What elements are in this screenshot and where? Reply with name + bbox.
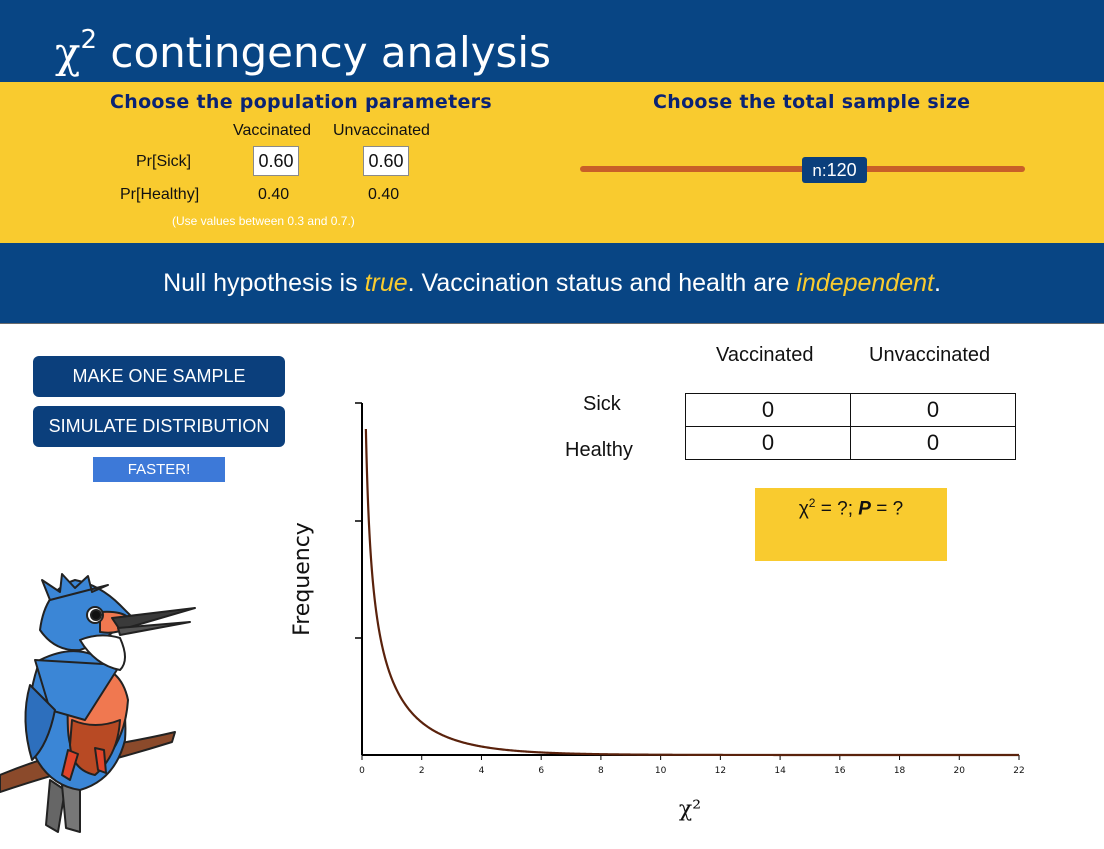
chart-plot-area: 0 2 4 6 8 10 12 14 16 18 20 22 Frequency χ² bbox=[290, 402, 1025, 822]
x-tick-label: 16 bbox=[834, 766, 846, 776]
param-col-vaccinated: Vaccinated bbox=[233, 122, 311, 139]
sick-vaccinated-input[interactable]: 0.60 bbox=[253, 146, 299, 176]
sample-size-slider-handle[interactable]: n:120 bbox=[802, 157, 867, 183]
table-col-vaccinated: Vaccinated bbox=[716, 344, 814, 366]
make-one-sample-button[interactable]: MAKE ONE SAMPLE bbox=[33, 356, 285, 397]
kingfisher-icon bbox=[0, 573, 196, 833]
hypothesis-banner: Null hypothesis is true. Vaccination sta… bbox=[0, 243, 1104, 324]
x-tick-label: 20 bbox=[954, 766, 966, 776]
parameters-panel: Choose the population parameters Vaccina… bbox=[0, 82, 1104, 243]
y-axis-label: Frequency bbox=[290, 522, 315, 636]
chi-square-chart: 0 2 4 6 8 10 12 14 16 18 20 22 Frequency χ² bbox=[290, 402, 1025, 822]
x-tick-label: 18 bbox=[894, 766, 906, 776]
healthy-vaccinated-value: 0.40 bbox=[258, 186, 290, 203]
x-tick-label: 8 bbox=[598, 766, 604, 776]
cell-healthy-vaccinated: 0 bbox=[685, 426, 851, 460]
cell-sick-unvaccinated: 0 bbox=[850, 393, 1016, 427]
sample-size-title: Choose the total sample size bbox=[653, 91, 971, 113]
x-tick-label: 10 bbox=[655, 766, 667, 776]
population-parameters-title: Choose the population parameters bbox=[110, 91, 492, 113]
parameter-hint: (Use values between 0.3 and 0.7.) bbox=[172, 214, 355, 228]
x-tick-label: 6 bbox=[538, 766, 544, 776]
contingency-table: 0 0 0 0 bbox=[685, 393, 1016, 460]
chi-square-density-curve bbox=[364, 428, 1019, 757]
table-row-healthy: Healthy bbox=[565, 439, 633, 461]
x-tick-label: 12 bbox=[715, 766, 726, 776]
chi-square-result-text: χ2 = ?; P = ? bbox=[798, 496, 904, 520]
app-header: χ2 contingency analysis bbox=[0, 0, 1104, 82]
faster-button[interactable]: FASTER! bbox=[93, 457, 225, 482]
x-tick-label: 22 bbox=[1013, 766, 1024, 776]
x-tick-label: 14 bbox=[774, 766, 786, 776]
x-tick-label: 4 bbox=[479, 766, 485, 776]
sick-unvaccinated-input[interactable]: 0.60 bbox=[363, 146, 409, 176]
simulate-distribution-button[interactable]: SIMULATE DISTRIBUTION bbox=[33, 406, 285, 447]
cell-healthy-unvaccinated: 0 bbox=[850, 426, 1016, 460]
healthy-unvaccinated-value: 0.40 bbox=[368, 186, 400, 203]
x-axis-label: χ² bbox=[679, 797, 701, 822]
param-row-healthy: Pr[Healthy] bbox=[120, 186, 200, 203]
chi-square-result: χ2 = ?; P = ? bbox=[755, 488, 947, 561]
param-col-unvaccinated: Unvaccinated bbox=[333, 122, 430, 139]
x-tick-label: 2 bbox=[419, 766, 425, 776]
x-tick-label: 0 bbox=[359, 766, 365, 776]
app-title: χ2 contingency analysis bbox=[55, 25, 551, 77]
table-row-sick: Sick bbox=[583, 393, 621, 415]
param-row-sick: Pr[Sick] bbox=[136, 153, 192, 170]
table-col-unvaccinated: Unvaccinated bbox=[869, 344, 991, 366]
